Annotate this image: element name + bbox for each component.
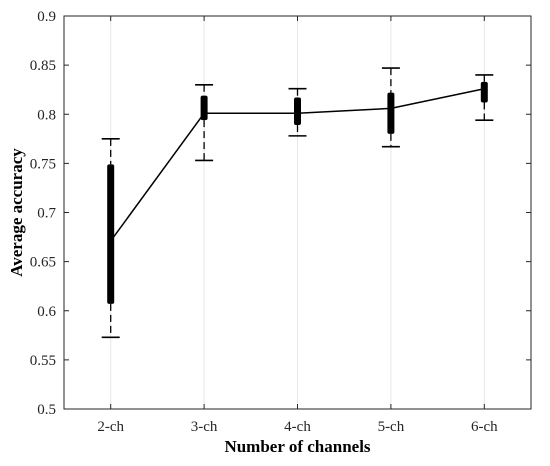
box-2-ch	[101, 138, 120, 339]
plot-frame	[63, 15, 532, 410]
x-tick-label: 6-ch	[471, 419, 498, 435]
x-axis-ticks: 2-ch 3-ch 4-ch 5-ch 6-ch	[97, 16, 498, 435]
y-tick-label: 0.75	[30, 156, 56, 172]
data-point-4-ch	[296, 111, 299, 115]
data-point-5-ch	[389, 106, 393, 110]
y-axis-label: Average accuracy	[7, 148, 26, 277]
box-body	[107, 164, 115, 304]
series-line-group	[109, 87, 486, 243]
y-axis-ticks: 0.5 0.55 0.6 0.65 0.7 0.75 0.8 0.85 0.9	[30, 9, 531, 418]
x-tick-label: 4-ch	[284, 419, 311, 435]
box-plots	[101, 67, 494, 339]
y-tick-label: 0.65	[30, 255, 56, 271]
x-axis-label: Number of channels	[224, 437, 370, 456]
y-tick-label: 0.8	[37, 107, 56, 123]
y-tick-label: 0.5	[37, 402, 56, 418]
box-body	[480, 81, 488, 103]
x-tick-label: 3-ch	[191, 419, 218, 435]
y-tick-label: 0.9	[37, 9, 56, 25]
box-4-ch	[288, 87, 307, 137]
box-body	[294, 97, 301, 126]
data-point-2-ch	[109, 239, 113, 243]
box-body	[387, 92, 395, 134]
y-tick-label: 0.85	[30, 58, 56, 74]
data-point-6-ch	[482, 87, 486, 91]
y-tick-label: 0.55	[30, 353, 56, 369]
x-tick-label: 2-ch	[97, 419, 124, 435]
box-5-ch	[381, 67, 400, 148]
y-tick-label: 0.6	[37, 304, 56, 320]
x-tick-label: 5-ch	[378, 419, 405, 435]
y-tick-label: 0.7	[37, 206, 56, 222]
box-6-ch	[475, 74, 494, 121]
data-point-3-ch	[202, 111, 206, 115]
